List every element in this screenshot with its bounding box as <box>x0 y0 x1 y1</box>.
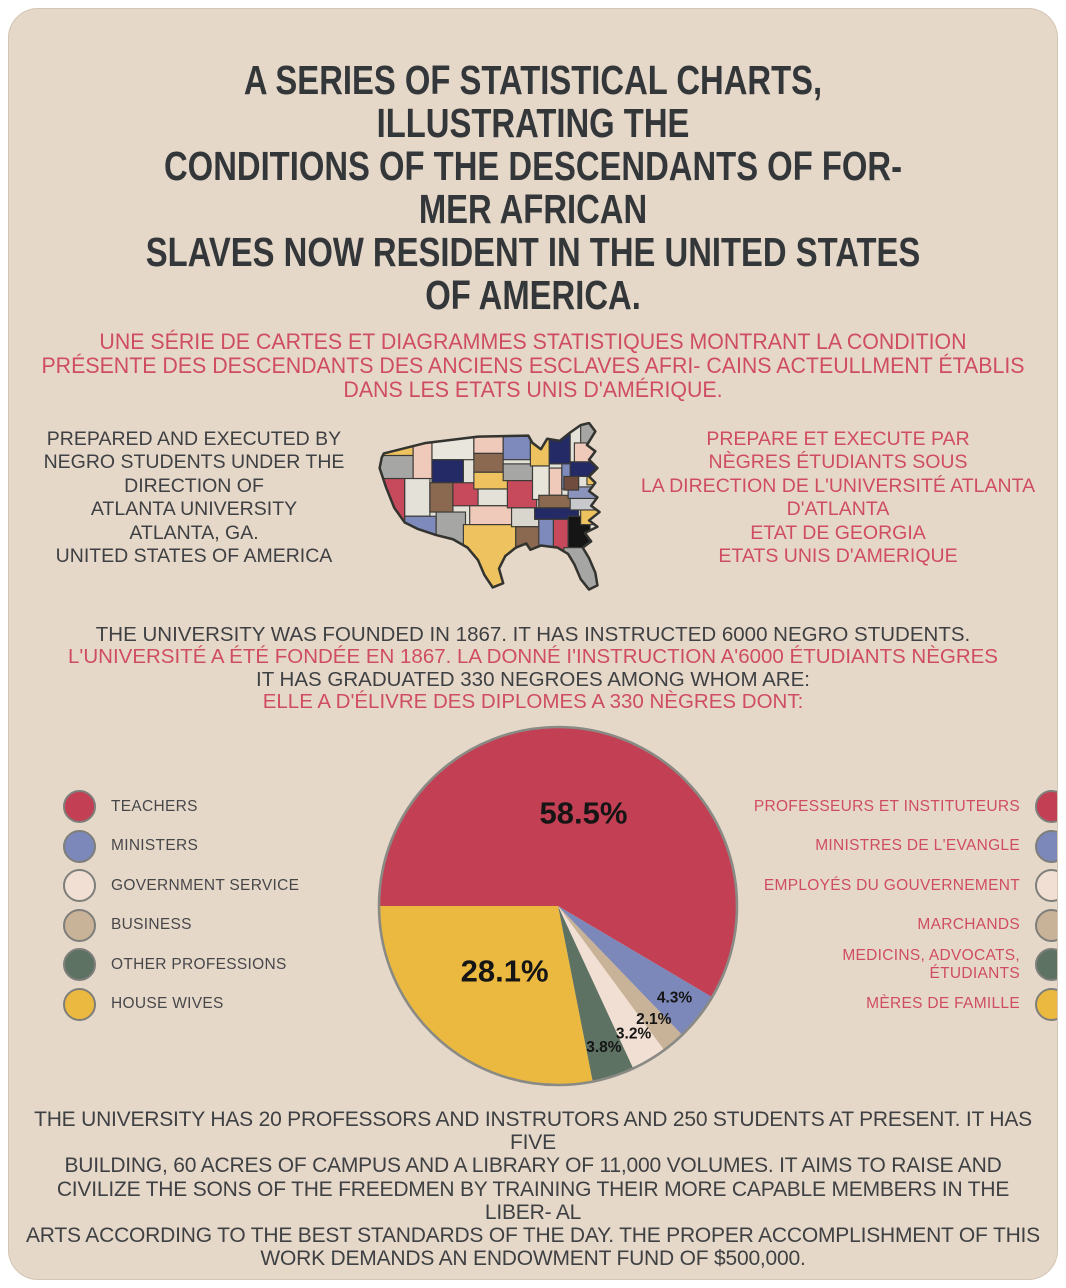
map-state-ct-ri <box>602 452 615 459</box>
legend-swatch-icon <box>63 869 96 903</box>
legend-swatch-icon <box>63 948 96 982</box>
intro-block: THE UNIVERSITY WAS FOUNDED IN 1867. IT H… <box>9 623 1057 714</box>
legend-label: OTHER PROFESSIONS <box>111 955 287 973</box>
map-state-ma <box>602 445 619 452</box>
legend-item-house-wives: HOUSE WIVES <box>63 985 368 1025</box>
map-outline <box>378 422 601 591</box>
legend-label: MARCHANDS <box>917 916 1020 934</box>
map-state-ky <box>538 494 573 509</box>
pie-section: TEACHERS MINISTERS GOVERNMENT SERVICE BUSIN… <box>17 716 1057 1096</box>
page-title: A SERIES OF STATISTICAL CHARTS, ILLUSTRA… <box>145 57 921 318</box>
pie-slice-other-professions <box>558 905 634 1082</box>
map-state-ia <box>502 463 534 482</box>
pie-rim <box>377 725 739 1086</box>
legend-item-ministers: MINISTERS <box>63 827 368 867</box>
pie-percent-label-government-service: 3.2% <box>616 1025 652 1042</box>
legend-swatch-icon <box>63 829 96 863</box>
map-state-ok <box>469 505 515 526</box>
pie-percent-label-house-wives: 28.1% <box>461 953 549 988</box>
map-state-tx <box>462 524 517 590</box>
map-state-mo <box>506 480 538 509</box>
legend-label: MÈRES DE FAMILLE <box>866 995 1020 1013</box>
pie-slice-government-service <box>558 905 665 1069</box>
legend-label: EMPLOYÉS DU GOUVERNEMENT <box>763 876 1020 894</box>
map-state-al <box>552 518 569 552</box>
legend-label: MINISTRES DE L'EVANGLE <box>815 837 1020 855</box>
legend-item-m-res-de-famille: MÈRES DE FAMILLE <box>748 985 1057 1025</box>
map-state-wy <box>431 459 464 484</box>
legend-swatch-icon <box>1035 948 1057 982</box>
intro-line-2-fr: L'UNIVERSITÉ A ÉTÉ FONDÉE EN 1867. LA DO… <box>68 645 998 669</box>
legend-item-ministres-de-l-evangle: MINISTRES DE L'EVANGLE <box>748 827 1057 867</box>
footer-paragraph-english: THE UNIVERSITY HAS 20 PROFESSORS AND INS… <box>26 1107 1040 1271</box>
legend-item-employ-s-du-gouvernement: EMPLOYÉS DU GOUVERNEMENT <box>748 866 1057 906</box>
legend-label: HOUSE WIVES <box>111 995 224 1013</box>
legend-item-professeurs-et-instituteurs: PROFESSEURS ET INSTITUTEURS <box>748 787 1057 827</box>
map-state-sd <box>473 452 504 473</box>
legend-label: MINISTERS <box>111 837 199 855</box>
legend-swatch-icon <box>1035 869 1057 903</box>
pie-percent-label-ministers: 4.3% <box>657 989 693 1006</box>
pie-chart: 58.5% 4.3% 2.1%3.2%3.8% 28.1% <box>377 725 739 1086</box>
legend-swatch-icon <box>1035 790 1057 824</box>
us-choropleth-map <box>378 422 619 591</box>
legend-label: BUSINESS <box>111 916 192 934</box>
pie-column: 58.5% 4.3% 2.1% 3.2% 3.8% 28.1% <box>368 716 748 1096</box>
prepared-by-french: PREPARE ET EXECUTE PAR NÈGRES ÉTUDIANTS … <box>640 428 1036 568</box>
intro-line-3-en: IT HAS GRADUATED 330 NEGROES AMONG WHOM … <box>256 667 810 691</box>
subtitle-french: UNE SÉRIE DE CARTES ET DIAGRAMMES STATIS… <box>41 329 1025 402</box>
legend-item-medicins-advocats-tudiants: MEDICINS, ADVOCATS, ÉTUDIANTS <box>748 945 1057 985</box>
map-state-wv <box>563 475 580 491</box>
pie-slice-teachers <box>379 726 737 997</box>
legend-french: PROFESSEURS ET INSTITUTEURS MINISTRES DE … <box>748 787 1057 1025</box>
map-state-nc <box>569 497 600 511</box>
map-state-ut <box>429 482 454 513</box>
intro-line-1-en: THE UNIVERSITY WAS FOUNDED IN 1867. IT H… <box>95 623 971 646</box>
legend-label: TEACHERS <box>111 797 198 815</box>
map-state-va <box>567 486 600 500</box>
legend-swatch-icon <box>1035 908 1057 942</box>
legend-swatch-icon <box>63 790 96 824</box>
poster-card: A SERIES OF STATISTICAL CHARTS, ILLUSTRA… <box>8 8 1058 1280</box>
pie-slice-business <box>558 905 683 1050</box>
legend-english: TEACHERS MINISTERS GOVERNMENT SERVICE BUSIN… <box>17 787 368 1024</box>
prepared-by-english: PREPARED AND EXECUTED BY NEGRO STUDENTS … <box>43 428 345 568</box>
pie-slice-house-wives <box>379 905 593 1085</box>
legend-item-government-service: GOVERNMENT SERVICE <box>63 866 368 906</box>
pie-slice-ministers <box>558 905 713 1035</box>
legend-item-other-professions: OTHER PROFESSIONS <box>63 945 368 985</box>
legend-item-teachers: TEACHERS <box>63 787 368 827</box>
legend-label: GOVERNMENT SERVICE <box>111 876 300 894</box>
pie-percent-label-business: 2.1% <box>636 1011 672 1028</box>
pie-percent-label-other-professions: 3.8% <box>586 1038 622 1055</box>
legend-item-marchands: MARCHANDS <box>748 906 1057 946</box>
map-state-ca <box>379 477 406 532</box>
legend-item-business: BUSINESS <box>63 906 368 946</box>
map-state-nj <box>598 463 600 479</box>
map-state-ks <box>477 488 513 507</box>
legend-swatch-icon <box>1035 987 1057 1021</box>
legend-label: PROFESSEURS ET INSTITUTEURS <box>753 797 1020 815</box>
legend-swatch-icon <box>1035 829 1057 863</box>
map-state-vt-nh <box>598 431 600 446</box>
map-state-nv <box>404 477 431 517</box>
legend-label: MEDICINS, ADVOCATS, ÉTUDIANTS <box>842 946 1020 982</box>
legend-swatch-icon <box>63 908 96 942</box>
intro-line-4-fr: ELLE A D'ÉLIVRE DES DIPLOMES A 330 NÈGRE… <box>262 690 804 714</box>
byline-row: PREPARED AND EXECUTED BY NEGRO STUDENTS … <box>19 420 1047 600</box>
map-state-in <box>548 467 563 496</box>
map-container <box>369 420 629 600</box>
pie-percent-label-teachers: 58.5% <box>540 795 628 830</box>
legend-swatch-icon <box>63 987 96 1021</box>
map-state-il <box>531 465 550 501</box>
